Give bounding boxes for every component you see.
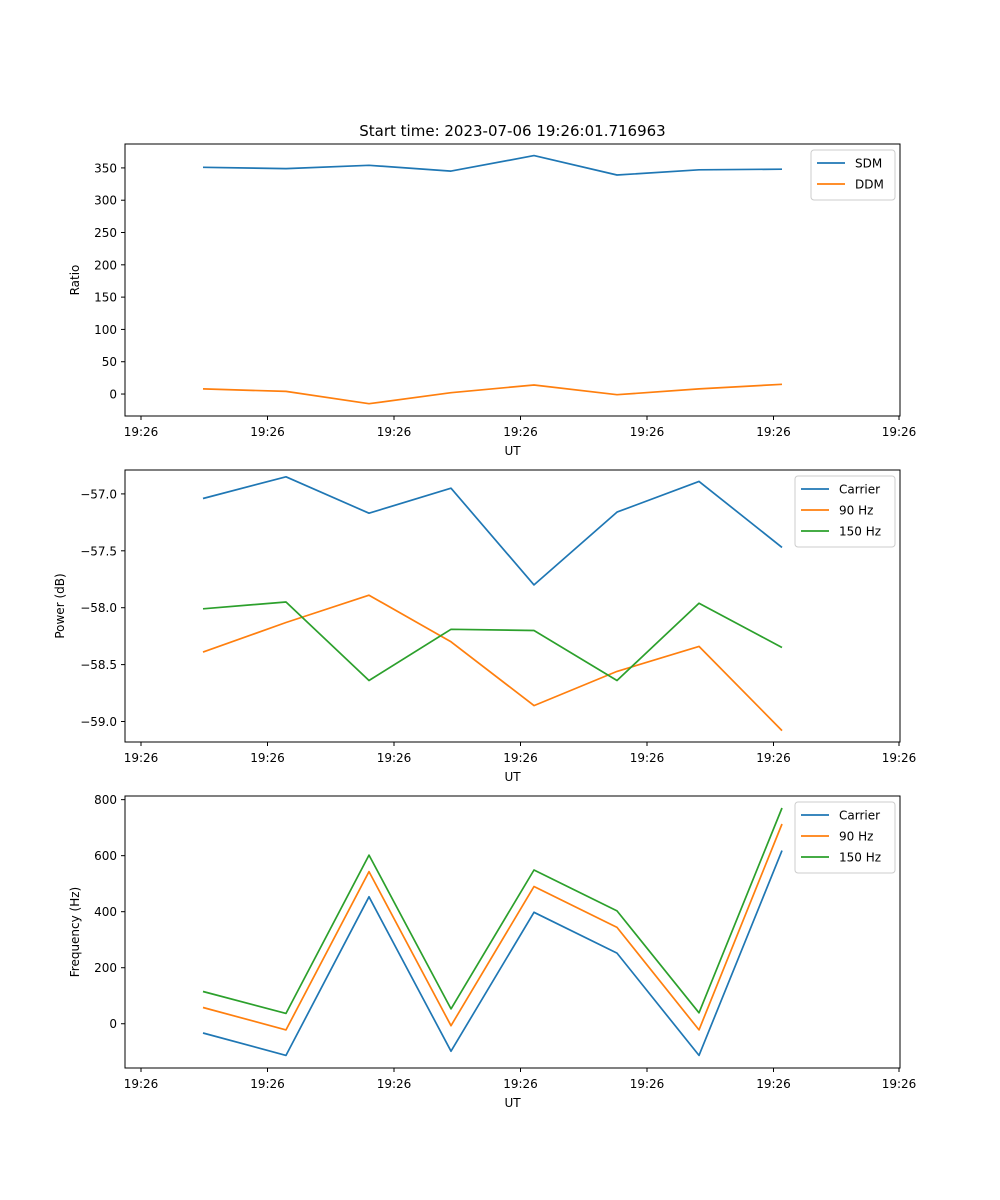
y-tick-label: 400 bbox=[94, 905, 117, 919]
series-line-carrier bbox=[202, 850, 783, 1057]
series-line-sdm bbox=[202, 154, 783, 176]
y-tick-label: 100 bbox=[94, 323, 117, 337]
x-tick-label: 19:26 bbox=[882, 425, 917, 439]
legend-label: 150 Hz bbox=[839, 525, 881, 539]
y-tick-label: 150 bbox=[94, 291, 117, 305]
y-tick-label: −58.0 bbox=[80, 601, 117, 615]
plot-frame bbox=[124, 469, 901, 743]
y-tick-label: 300 bbox=[94, 194, 117, 208]
y-axis-label: Frequency (Hz) bbox=[68, 887, 82, 978]
x-axis-label: UT bbox=[504, 770, 521, 784]
y-tick-label: 350 bbox=[94, 161, 117, 175]
plot-frame bbox=[124, 795, 901, 1069]
x-tick-label: 19:26 bbox=[250, 751, 285, 765]
series-line-150-hz bbox=[202, 601, 783, 682]
x-tick-label: 19:26 bbox=[503, 1077, 538, 1091]
series-line-ddm bbox=[202, 383, 783, 405]
legend-label: 90 Hz bbox=[839, 504, 873, 518]
y-tick-label: 250 bbox=[94, 226, 117, 240]
y-tick-label: −58.5 bbox=[80, 658, 117, 672]
legend-box bbox=[794, 475, 896, 548]
x-tick-label: 19:26 bbox=[630, 1077, 665, 1091]
series-line-90-hz bbox=[202, 594, 783, 732]
x-tick-label: 19:26 bbox=[630, 425, 665, 439]
plot-frame bbox=[124, 143, 901, 417]
legend-label: SDM bbox=[855, 157, 882, 171]
y-tick-label: 200 bbox=[94, 258, 117, 272]
series-line-150-hz bbox=[202, 807, 783, 1015]
x-tick-label: 19:26 bbox=[250, 1077, 285, 1091]
x-tick-label: 19:26 bbox=[503, 751, 538, 765]
legend-label: 150 Hz bbox=[839, 851, 881, 865]
legend-label: Carrier bbox=[839, 809, 880, 823]
x-tick-label: 19:26 bbox=[377, 751, 412, 765]
y-tick-label: 800 bbox=[94, 793, 117, 807]
series-line-carrier bbox=[202, 475, 783, 586]
x-tick-label: 19:26 bbox=[124, 751, 159, 765]
y-axis-label: Power (dB) bbox=[53, 573, 67, 638]
x-tick-label: 19:26 bbox=[377, 425, 412, 439]
y-tick-label: 50 bbox=[102, 355, 117, 369]
y-tick-label: −59.0 bbox=[80, 715, 117, 729]
legend-box bbox=[810, 149, 896, 201]
y-tick-label: −57.0 bbox=[80, 487, 117, 501]
x-tick-label: 19:26 bbox=[377, 1077, 412, 1091]
x-tick-label: 19:26 bbox=[124, 1077, 159, 1091]
x-axis-label: UT bbox=[504, 444, 521, 458]
x-tick-label: 19:26 bbox=[756, 425, 791, 439]
y-tick-label: 0 bbox=[109, 1017, 117, 1031]
legend-label: 90 Hz bbox=[839, 830, 873, 844]
legend-box bbox=[794, 801, 896, 874]
x-tick-label: 19:26 bbox=[882, 751, 917, 765]
x-tick-label: 19:26 bbox=[756, 751, 791, 765]
y-tick-label: −57.5 bbox=[80, 544, 117, 558]
y-axis-label: Ratio bbox=[68, 265, 82, 296]
x-tick-label: 19:26 bbox=[756, 1077, 791, 1091]
x-tick-label: 19:26 bbox=[124, 425, 159, 439]
x-tick-label: 19:26 bbox=[503, 425, 538, 439]
x-axis-label: UT bbox=[504, 1096, 521, 1110]
y-tick-label: 0 bbox=[109, 388, 117, 402]
legend-label: DDM bbox=[855, 178, 884, 192]
legend-label: Carrier bbox=[839, 483, 880, 497]
figure-title: Start time: 2023-07-06 19:26:01.716963 bbox=[359, 122, 665, 140]
x-tick-label: 19:26 bbox=[630, 751, 665, 765]
x-tick-label: 19:26 bbox=[882, 1077, 917, 1091]
y-tick-label: 600 bbox=[94, 849, 117, 863]
y-tick-label: 200 bbox=[94, 961, 117, 975]
series-line-90-hz bbox=[202, 823, 783, 1031]
x-tick-label: 19:26 bbox=[250, 425, 285, 439]
